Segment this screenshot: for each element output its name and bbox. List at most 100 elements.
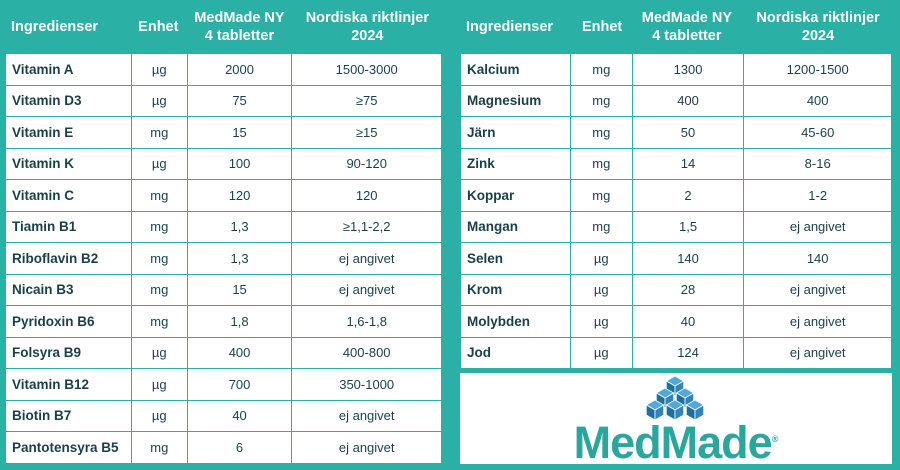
ingredient-name: Vitamin K <box>5 147 132 180</box>
table-row: Krom µg 28 ej angivet <box>460 273 892 306</box>
amount-cell: 1,3 <box>186 242 293 275</box>
table-row: Koppar mg 2 1-2 <box>460 179 892 212</box>
unit-cell: µg <box>569 242 633 275</box>
stacked-cubes-icon <box>645 375 705 421</box>
table-row: Zink mg 14 8-16 <box>460 147 892 180</box>
amount-cell: 28 <box>631 273 745 306</box>
unit-cell: µg <box>130 53 188 86</box>
amount-cell: 2 <box>631 179 745 212</box>
amount-cell: 14 <box>631 147 745 180</box>
amount-cell: 400 <box>631 84 745 117</box>
amount-cell: 6 <box>186 431 293 464</box>
table-row: Nicain B3 mg 15 ej angivet <box>5 273 442 306</box>
table-row: Järn mg 50 45-60 <box>460 116 892 149</box>
amount-cell: 124 <box>631 336 745 369</box>
table-row: Tiamin B1 mg 1,3 ≥1,1-2,2 <box>5 210 442 243</box>
reference-cell: ej angivet <box>291 273 442 306</box>
table-row: Selen µg 140 140 <box>460 242 892 275</box>
unit-cell: mg <box>130 179 188 212</box>
unit-cell: µg <box>569 336 633 369</box>
reference-cell: ej angivet <box>743 305 892 338</box>
unit-cell: mg <box>569 84 633 117</box>
header-product: MedMade NY 4 tabletter <box>194 9 285 44</box>
unit-cell: µg <box>569 273 633 306</box>
reference-cell: ej angivet <box>743 210 892 243</box>
ingredient-name: Vitamin B12 <box>5 368 132 401</box>
amount-cell: 40 <box>631 305 745 338</box>
unit-cell: mg <box>569 179 633 212</box>
amount-cell: 15 <box>186 273 293 306</box>
medmade-logo: MedMade® <box>460 373 892 468</box>
unit-cell: mg <box>569 147 633 180</box>
amount-cell: 100 <box>186 147 293 180</box>
reference-cell: 350-1000 <box>291 368 442 401</box>
reference-cell: 45-60 <box>743 116 892 149</box>
reference-cell: 400 <box>743 84 892 117</box>
ingredient-name: Folsyra B9 <box>5 336 132 369</box>
unit-cell: µg <box>130 368 188 401</box>
amount-cell: 1,3 <box>186 210 293 243</box>
ingredient-name: Pyridoxin B6 <box>5 305 132 338</box>
table-row: Jod µg 124 ej angivet <box>460 336 892 369</box>
vitamins-panel: Ingredienser Enhet MedMade NY 4 tablette… <box>5 0 442 464</box>
reference-cell: ej angivet <box>291 399 442 432</box>
header-unit: Enhet <box>581 18 623 35</box>
amount-cell: 40 <box>186 399 293 432</box>
reference-cell: ej angivet <box>291 242 442 275</box>
ingredient-name: Mangan <box>460 210 571 243</box>
header-reference: Nordiska riktlinjer 2024 <box>756 9 880 44</box>
ingredient-name: Vitamin E <box>5 116 132 149</box>
amount-cell: 75 <box>186 84 293 117</box>
reference-cell: 8-16 <box>743 147 892 180</box>
unit-cell: mg <box>569 116 633 149</box>
reference-cell: 1-2 <box>743 179 892 212</box>
ingredient-name: Jod <box>460 336 571 369</box>
unit-cell: µg <box>130 399 188 432</box>
header-unit: Enhet <box>138 18 179 35</box>
reference-cell: ej angivet <box>291 431 442 464</box>
reference-cell: ≥1,1-2,2 <box>291 210 442 243</box>
unit-cell: µg <box>569 305 633 338</box>
table-row: Vitamin B12 µg 700 350-1000 <box>5 368 442 401</box>
ingredient-name: Biotin B7 <box>5 399 132 432</box>
reference-cell: ej angivet <box>743 273 892 306</box>
table-row: Folsyra B9 µg 400 400-800 <box>5 336 442 369</box>
reference-cell: 1,6-1,8 <box>291 305 442 338</box>
logo-wordmark: MedMade® <box>573 417 779 468</box>
ingredient-name: Järn <box>460 116 571 149</box>
table-row: Kalcium mg 1300 1200-1500 <box>460 53 892 86</box>
ingredient-name: Tiamin B1 <box>5 210 132 243</box>
ingredient-name: Vitamin C <box>5 179 132 212</box>
header-ingredients: Ingredienser <box>11 18 99 35</box>
ingredient-name: Zink <box>460 147 571 180</box>
amount-cell: 120 <box>186 179 293 212</box>
unit-cell: mg <box>130 242 188 275</box>
ingredient-name: Magnesium <box>460 84 571 117</box>
ingredient-name: Vitamin A <box>5 53 132 86</box>
ingredient-name: Selen <box>460 242 571 275</box>
unit-cell: mg <box>130 273 188 306</box>
ingredient-name: Kalcium <box>460 53 571 86</box>
amount-cell: 15 <box>186 116 293 149</box>
header-reference: Nordiska riktlinjer 2024 <box>305 9 429 44</box>
unit-cell: mg <box>130 431 188 464</box>
amount-cell: 700 <box>186 368 293 401</box>
header-product: MedMade NY 4 tabletter <box>641 9 732 44</box>
minerals-header: Ingredienser Enhet MedMade NY 4 tablette… <box>460 0 892 53</box>
table-row: Riboflavin B2 mg 1,3 ej angivet <box>5 242 442 275</box>
reference-cell: 140 <box>743 242 892 275</box>
ingredient-name: Krom <box>460 273 571 306</box>
amount-cell: 140 <box>631 242 745 275</box>
reference-cell: 90-120 <box>291 147 442 180</box>
unit-cell: µg <box>130 147 188 180</box>
reference-cell: ≥15 <box>291 116 442 149</box>
ingredient-name: Vitamin D3 <box>5 84 132 117</box>
minerals-panel: Ingredienser Enhet MedMade NY 4 tablette… <box>460 0 892 369</box>
unit-cell: µg <box>130 84 188 117</box>
minerals-table: Kalcium mg 1300 1200-1500 Magnesium mg 400 400 J… <box>460 53 892 369</box>
reference-cell: 400-800 <box>291 336 442 369</box>
